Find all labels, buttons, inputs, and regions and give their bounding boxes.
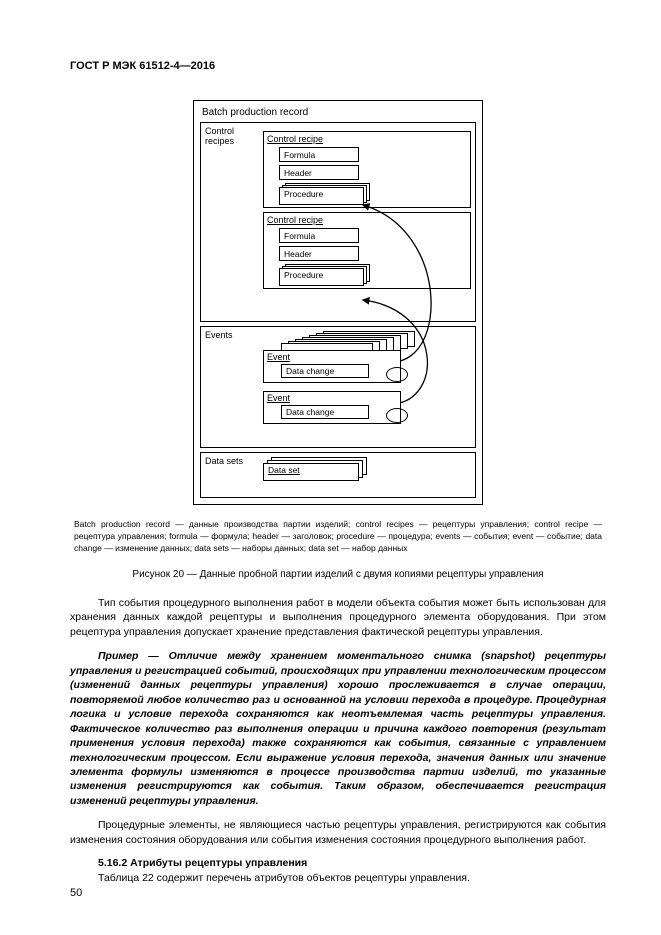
paragraph-3: Таблица 22 содержит перечень атрибутов о… xyxy=(70,871,606,885)
procedure-stack-1: Procedure xyxy=(279,183,467,203)
formula-box-1: Formula xyxy=(279,147,359,162)
control-recipe-box-2: Control recipe Formula Header Procedure xyxy=(263,212,471,289)
batch-record-title: Batch production record xyxy=(202,107,476,118)
section-recipes-label: Control recipes xyxy=(205,126,234,146)
event-label-1: Event xyxy=(267,352,397,362)
dataset-stack: Data set xyxy=(263,457,471,481)
data-change-1: Data change xyxy=(281,364,369,378)
diagram-container: Batch production record Control recipes … xyxy=(70,100,606,505)
figure-caption: Рисунок 20 — Данные пробной партии издел… xyxy=(70,569,606,580)
batch-record-box: Batch production record Control recipes … xyxy=(193,100,483,505)
sub-heading: 5.16.2 Атрибуты рецептуры управления xyxy=(70,857,606,869)
event-box-2: Event Data change xyxy=(263,391,401,424)
paragraph-2: Процедурные элементы, не являющиеся част… xyxy=(70,818,606,847)
procedure-stack-2: Procedure xyxy=(279,264,467,284)
dataset-box: Data set xyxy=(263,463,359,481)
diagram: Batch production record Control recipes … xyxy=(193,100,483,505)
paragraph-1: Тип события процедурного выполнения рабо… xyxy=(70,596,606,639)
procedure-box-2: Procedure xyxy=(279,268,364,286)
data-change-2: Data change xyxy=(281,405,369,419)
procedure-box-1: Procedure xyxy=(279,187,364,205)
event-box-1: Event Data change xyxy=(263,350,401,383)
diagram-legend: Batch production record — данные произво… xyxy=(70,519,606,555)
circle-2 xyxy=(386,408,408,423)
header-box-1: Header xyxy=(279,165,359,180)
circle-1 xyxy=(386,367,408,382)
section-events: Events Event Data xyxy=(200,326,476,448)
section-recipes: Control recipes Control recipe Formula H… xyxy=(200,122,476,322)
recipe-title-1: Control recipe xyxy=(267,134,467,144)
formula-box-2: Formula xyxy=(279,228,359,243)
page-number: 50 xyxy=(70,887,82,899)
example-paragraph: Пример — Отличие между хранением момента… xyxy=(70,649,606,808)
doc-header: ГОСТ Р МЭК 61512-4—2016 xyxy=(70,60,606,72)
page: ГОСТ Р МЭК 61512-4—2016 Batch production… xyxy=(0,0,661,935)
section-datasets: Data sets Data set xyxy=(200,452,476,498)
event-label-2: Event xyxy=(267,393,397,403)
header-box-2: Header xyxy=(279,246,359,261)
section-events-label: Events xyxy=(205,330,233,340)
section-datasets-label: Data sets xyxy=(205,456,243,466)
recipe-title-2: Control recipe xyxy=(267,215,467,225)
control-recipe-box-1: Control recipe Formula Header Procedure xyxy=(263,131,471,208)
